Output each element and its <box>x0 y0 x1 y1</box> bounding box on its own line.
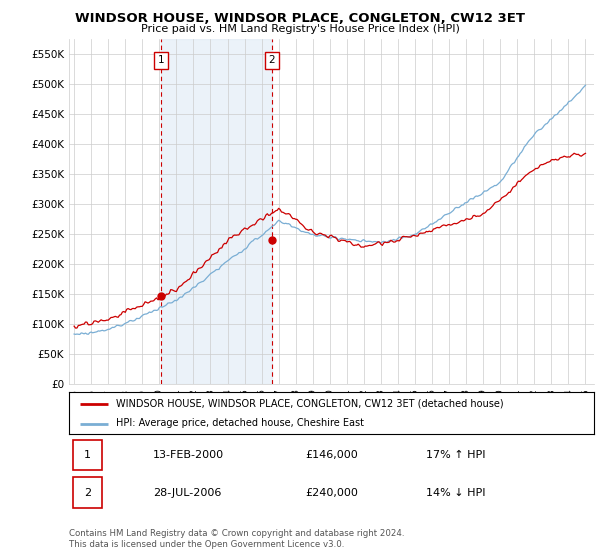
Text: £146,000: £146,000 <box>305 450 358 460</box>
Text: Price paid vs. HM Land Registry's House Price Index (HPI): Price paid vs. HM Land Registry's House … <box>140 24 460 34</box>
Text: HPI: Average price, detached house, Cheshire East: HPI: Average price, detached house, Ches… <box>116 418 364 428</box>
Text: 1: 1 <box>84 450 91 460</box>
Text: 28-JUL-2006: 28-JUL-2006 <box>153 488 221 497</box>
Text: £240,000: £240,000 <box>305 488 358 497</box>
FancyBboxPatch shape <box>73 477 102 507</box>
Text: 2: 2 <box>84 488 91 497</box>
Text: WINDSOR HOUSE, WINDSOR PLACE, CONGLETON, CW12 3ET: WINDSOR HOUSE, WINDSOR PLACE, CONGLETON,… <box>75 12 525 25</box>
Text: 2: 2 <box>269 55 275 65</box>
FancyBboxPatch shape <box>73 440 102 470</box>
Text: 14% ↓ HPI: 14% ↓ HPI <box>426 488 485 497</box>
Text: Contains HM Land Registry data © Crown copyright and database right 2024.
This d: Contains HM Land Registry data © Crown c… <box>69 529 404 549</box>
Text: 13-FEB-2000: 13-FEB-2000 <box>153 450 224 460</box>
Text: 1: 1 <box>158 55 164 65</box>
Bar <box>161 39 272 384</box>
Text: 17% ↑ HPI: 17% ↑ HPI <box>426 450 485 460</box>
Text: WINDSOR HOUSE, WINDSOR PLACE, CONGLETON, CW12 3ET (detached house): WINDSOR HOUSE, WINDSOR PLACE, CONGLETON,… <box>116 399 504 409</box>
